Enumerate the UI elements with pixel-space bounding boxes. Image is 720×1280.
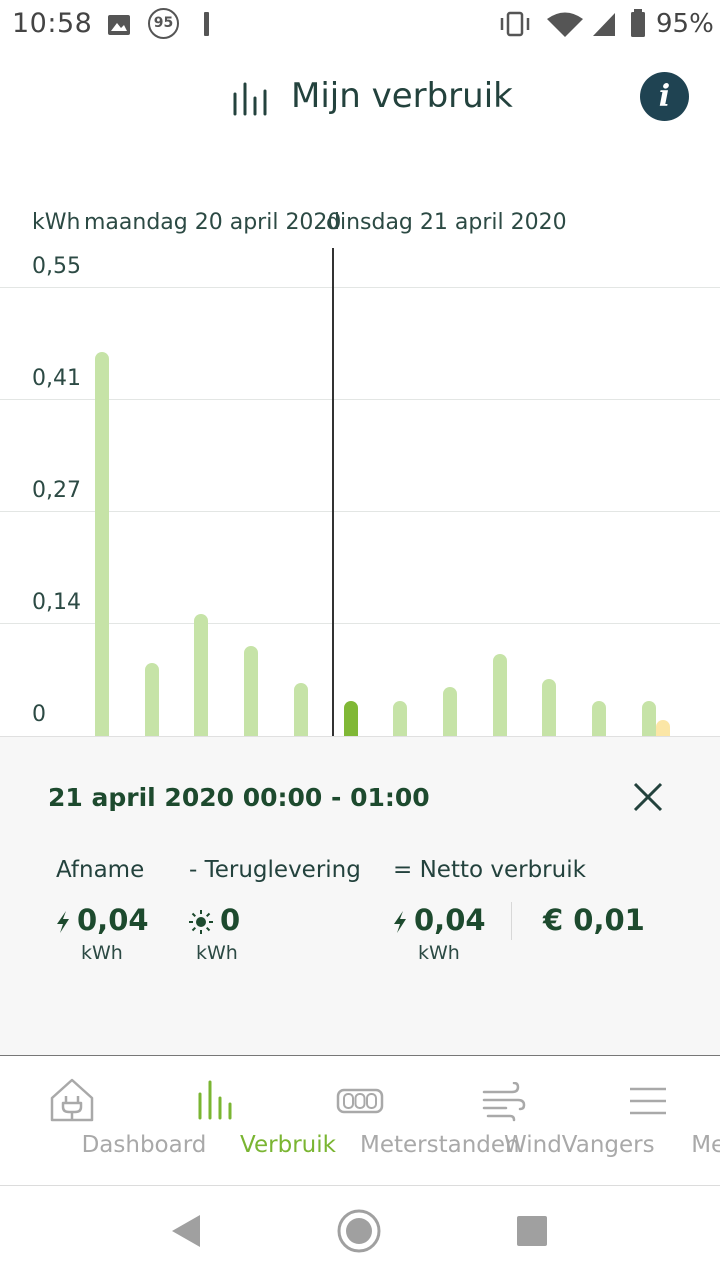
- usage-bar[interactable]: [442, 687, 457, 736]
- system-navigation-bar: [0, 1186, 720, 1280]
- day-divider-line: [332, 248, 334, 736]
- nav-label: Verbruik: [240, 1132, 336, 1158]
- battery-percentage: 95%: [656, 9, 714, 39]
- usage-bar[interactable]: [95, 352, 109, 736]
- vibrate-icon: [500, 11, 530, 37]
- sun-icon: [189, 910, 213, 934]
- recents-icon[interactable]: [516, 1215, 548, 1247]
- usage-bar[interactable]: [641, 700, 656, 736]
- netto-unit: kWh: [418, 942, 460, 964]
- usage-chart-icon: [198, 1080, 232, 1120]
- value-separator: [511, 902, 512, 940]
- nav-item-dashboard[interactable]: Dashboard: [0, 1056, 206, 1186]
- y-tick-label: 0,14: [32, 590, 81, 615]
- nav-label: Meterstanden: [360, 1132, 520, 1158]
- teruglevering-value: 0: [220, 903, 241, 937]
- status-time: 10:58: [12, 8, 93, 39]
- app-header: Mijn verbruik i: [0, 52, 720, 144]
- afname-value: 0,04: [77, 903, 149, 937]
- usage-bar[interactable]: [144, 662, 159, 736]
- wind-icon: [482, 1082, 526, 1122]
- lightning-icon: [57, 911, 69, 933]
- battery-icon: [631, 9, 645, 37]
- afname-value-row: 0,04: [55, 903, 149, 937]
- nav-label: Dashboard: [81, 1132, 207, 1158]
- gridline: [0, 287, 720, 288]
- usage-bar[interactable]: [194, 613, 209, 736]
- home-icon[interactable]: [336, 1208, 382, 1254]
- y-tick-label: 0,27: [32, 478, 81, 503]
- gridline: [0, 511, 720, 512]
- y-tick-label: 0,41: [32, 366, 81, 391]
- notification-badge-count: 95: [153, 15, 174, 31]
- menu-icon: [630, 1087, 666, 1115]
- ongoing-notification-icon: [204, 12, 209, 36]
- image-notification-icon: [108, 15, 130, 35]
- gridline: [0, 623, 720, 624]
- bottom-navigation: Dashboard Verbruik Meterstanden WindVang…: [0, 1056, 720, 1186]
- nav-item-meer[interactable]: Meer: [576, 1056, 720, 1186]
- usage-bar[interactable]: [592, 700, 606, 736]
- nav-item-verbruik[interactable]: Verbruik: [144, 1056, 336, 1186]
- usage-bar[interactable]: [293, 682, 308, 736]
- usage-chart-icon: [233, 82, 267, 116]
- afname-unit: kWh: [81, 942, 123, 964]
- notification-badge-icon: 95: [148, 8, 179, 39]
- nav-label: Meer: [691, 1132, 720, 1158]
- usage-bar[interactable]: [542, 678, 557, 736]
- netto-label: = Netto verbruik: [393, 857, 586, 883]
- netto-value-row: 0,04: [392, 903, 486, 937]
- afname-label: Afname: [56, 857, 145, 883]
- info-icon: i: [658, 79, 671, 114]
- y-tick-label: 0: [32, 702, 46, 727]
- usage-bar[interactable]: [492, 654, 507, 736]
- house-plug-icon: [50, 1078, 94, 1122]
- nav-item-meterstanden[interactable]: Meterstanden: [288, 1056, 520, 1186]
- cell-signal-icon: [593, 13, 615, 36]
- gridline: [0, 399, 720, 400]
- y-axis-unit: kWh: [32, 210, 81, 235]
- period-label-right: dinsdag 21 april 2020: [326, 210, 567, 235]
- usage-bar[interactable]: [393, 700, 408, 736]
- cost-value: € 0,01: [543, 903, 645, 937]
- page-title: Mijn verbruik: [291, 76, 513, 116]
- netto-value: 0,04: [414, 903, 486, 937]
- detail-panel: 21 april 2020 00:00 - 01:00 Afname - Ter…: [0, 736, 720, 1056]
- detail-title: 21 april 2020 00:00 - 01:00: [48, 783, 430, 812]
- lightning-icon: [394, 911, 406, 933]
- close-icon[interactable]: [630, 779, 666, 815]
- status-bar: 10:58 95 95%: [0, 0, 720, 52]
- period-label-left: maandag 20 april 2020: [84, 210, 342, 235]
- usage-chart[interactable]: kWh maandag 20 april 2020 dinsdag 21 apr…: [0, 200, 720, 736]
- teruglevering-value-row: 0: [188, 903, 240, 937]
- teruglevering-label: - Teruglevering: [189, 857, 361, 883]
- wifi-icon: [547, 12, 583, 37]
- meter-digits-icon: [336, 1088, 384, 1114]
- info-button[interactable]: i: [640, 72, 689, 121]
- nav-item-windvangers[interactable]: WindVangers: [432, 1056, 655, 1186]
- usage-bar[interactable]: [244, 646, 259, 736]
- teruglevering-unit: kWh: [196, 942, 238, 964]
- y-tick-label: 0,55: [32, 254, 81, 279]
- return-bar[interactable]: [655, 719, 670, 736]
- nav-label: WindVangers: [504, 1132, 655, 1158]
- usage-bar-selected[interactable]: [343, 700, 358, 736]
- back-icon[interactable]: [170, 1214, 202, 1248]
